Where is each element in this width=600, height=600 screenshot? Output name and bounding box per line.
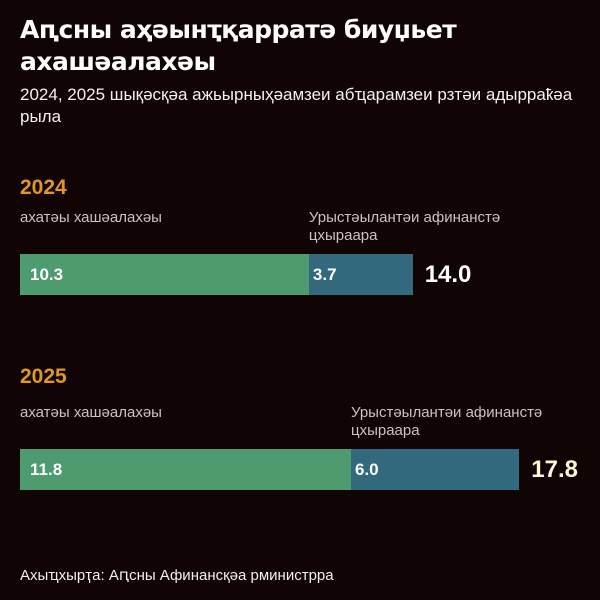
segment-label: Урыстәылантәи афинанстә цхыраара: [350, 404, 543, 439]
year-label: 2024: [20, 176, 67, 199]
bar-value-label: 11.8: [30, 460, 63, 479]
bar-value-label: 10.3: [30, 265, 64, 284]
segment-label: ахатәы хашәалахәы: [20, 404, 162, 421]
bar-segment: [350, 449, 520, 490]
bar-segment: [308, 254, 413, 295]
total-label: 17.8: [531, 456, 578, 483]
bar-segment: [20, 449, 351, 490]
year-label: 2025: [20, 365, 67, 388]
total-label: 14.0: [424, 261, 472, 288]
bar-value-label: 6.0: [354, 460, 379, 479]
segment-label: Урыстәылантәи афинанстә цхыраара: [308, 209, 501, 244]
segment-label: ахатәы хашәалахәы: [20, 209, 162, 226]
bar-value-label: 3.7: [312, 265, 337, 284]
chart-title: Аԥсны аҳәынҭқарратә биуџьет ахашәалахәы: [20, 15, 457, 76]
chart-subtitle: 2024, 2025 шықәсқәа ажьырныҳәамзеи абҵар…: [20, 85, 573, 126]
source-note: Ахыҵхырҭа: Аԥсны Афинансқәа рминистрра: [20, 567, 334, 584]
bar-segment: [20, 254, 309, 295]
